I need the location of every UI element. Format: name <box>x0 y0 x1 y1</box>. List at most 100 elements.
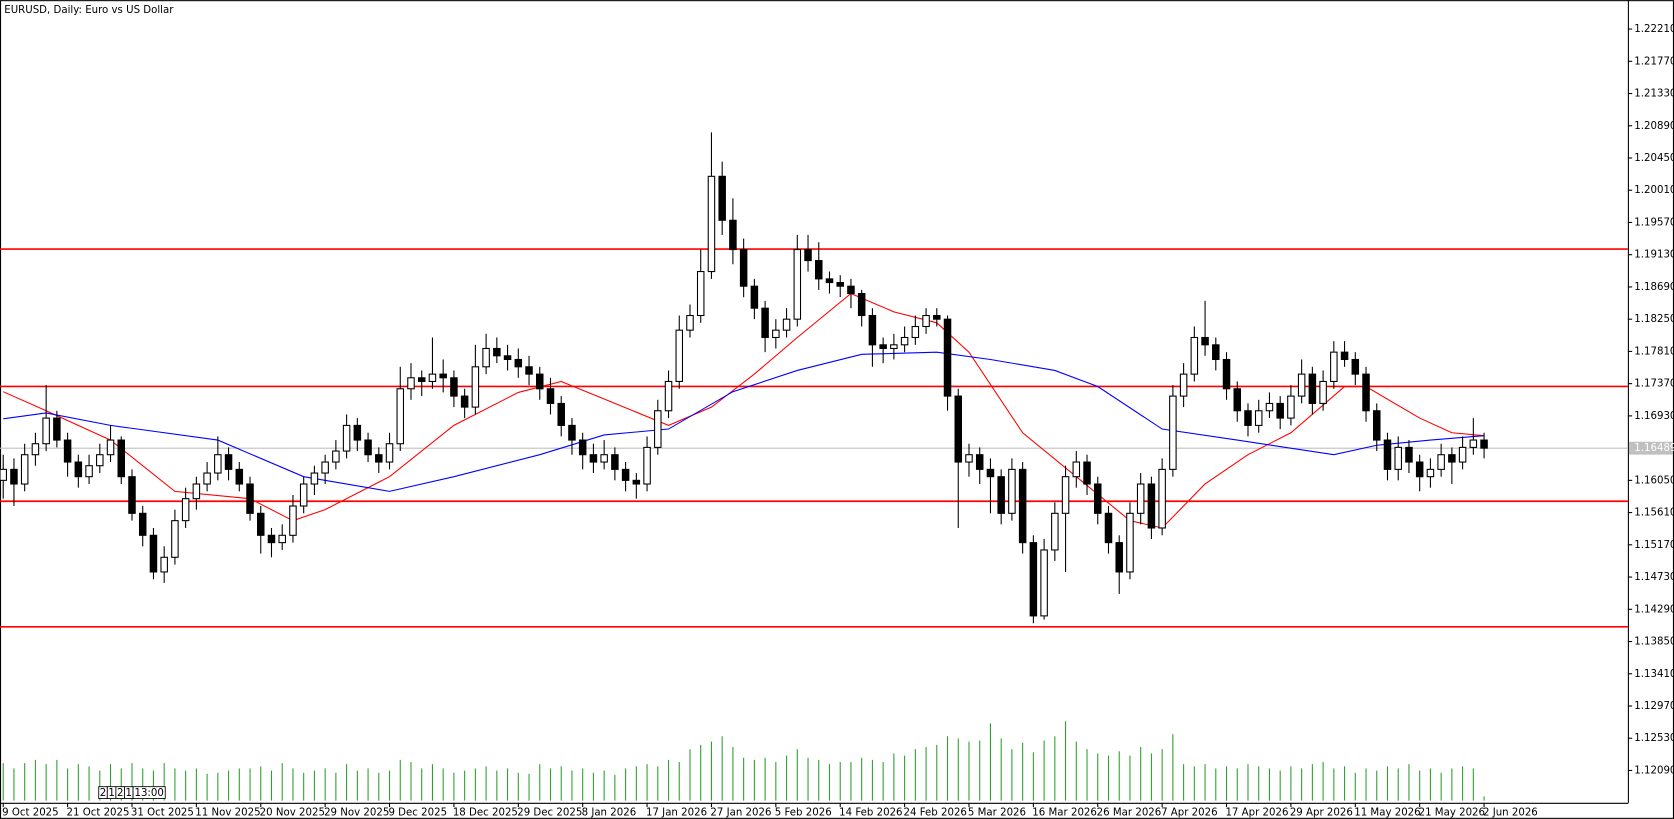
candle-body <box>1147 483 1156 529</box>
candle-body <box>1136 483 1145 514</box>
y-tick-label: 1.21330 <box>1634 89 1674 100</box>
y-tick-label: 1.13850 <box>1634 637 1674 648</box>
candle-body <box>203 472 211 485</box>
x-tick-label: 5 Feb 2026 <box>775 807 832 818</box>
candle-body <box>1222 358 1231 390</box>
x-tick-label: 2 Jun 2026 <box>1483 807 1538 818</box>
y-tick-label: 1.16930 <box>1634 411 1674 422</box>
candle-body <box>1244 410 1252 426</box>
candle-body <box>997 476 1005 514</box>
overlay-label: 13:00 <box>134 788 163 799</box>
y-tick-label: 1.15170 <box>1634 540 1674 551</box>
candle-body <box>578 439 587 456</box>
candle-body <box>1448 454 1456 463</box>
candle-body <box>407 377 415 390</box>
candle-body <box>1061 476 1070 514</box>
candle-body <box>246 483 254 514</box>
x-tick-label: 9 Dec 2025 <box>388 807 447 818</box>
x-tick-label: 29 Nov 2025 <box>324 807 389 818</box>
candle-body <box>1179 373 1188 397</box>
candle-body <box>267 534 276 544</box>
candle-body <box>1458 446 1467 463</box>
overlay-label: 2 <box>100 788 106 799</box>
candle-body <box>696 271 705 317</box>
candle-body <box>1094 483 1102 514</box>
candle-body <box>1351 358 1360 375</box>
candle-body <box>96 454 104 467</box>
x-tick-label: 26 Mar 2026 <box>1097 807 1162 818</box>
candle-body <box>965 454 973 463</box>
candle-body <box>761 307 769 339</box>
y-tick-label: 1.13410 <box>1634 669 1674 680</box>
candle-body <box>353 424 362 441</box>
y-tick-label: 1.19130 <box>1634 250 1674 261</box>
overlay-box <box>132 786 166 799</box>
candle-body <box>1233 388 1242 412</box>
candle-body <box>621 468 630 481</box>
x-tick-label: 29 Dec 2025 <box>517 807 582 818</box>
candle-body <box>1008 468 1016 514</box>
candle-body <box>600 454 608 463</box>
y-tick-label: 1.14290 <box>1634 604 1674 615</box>
candle-body <box>181 498 190 522</box>
candle-body <box>364 439 372 456</box>
candle-body <box>1083 461 1091 485</box>
current-price-label: 1.16489 <box>1634 443 1674 454</box>
candle-body <box>793 249 802 320</box>
candle-body <box>879 344 887 350</box>
candle-body <box>868 314 877 346</box>
candle-body <box>557 402 565 426</box>
candle-body <box>1373 410 1381 441</box>
candle-body <box>1415 461 1424 478</box>
candle-body <box>149 534 158 573</box>
x-tick-label: 17 Apr 2026 <box>1225 807 1288 818</box>
y-tick-label: 1.20010 <box>1634 185 1674 196</box>
candle-body <box>589 454 598 463</box>
candle-body <box>975 454 984 470</box>
candle-body <box>0 468 7 481</box>
candle-body <box>643 446 651 485</box>
candle-body <box>686 314 694 331</box>
candle-body <box>729 219 737 251</box>
candle-body <box>160 556 168 573</box>
candle-body <box>1158 468 1166 529</box>
x-tick-label: 17 Jan 2026 <box>646 807 707 818</box>
candle-body <box>375 454 383 463</box>
candle-body <box>847 285 855 295</box>
candle-body <box>986 468 995 478</box>
candle-body <box>471 366 480 408</box>
y-tick-label: 1.19570 <box>1634 217 1674 228</box>
candle-body <box>772 329 780 339</box>
candle-body <box>42 417 50 445</box>
candle-body <box>1330 351 1338 382</box>
candle-body <box>933 314 941 320</box>
candle-body <box>20 454 29 485</box>
y-tick-label: 1.12530 <box>1634 733 1674 744</box>
x-tick-label: 20 Nov 2025 <box>260 807 325 818</box>
candle-body <box>836 282 844 287</box>
x-tick-label: 8 Jan 2026 <box>582 807 637 818</box>
y-tick-label: 1.12090 <box>1634 765 1674 776</box>
candle-body <box>1480 439 1488 449</box>
current-price-box <box>1628 441 1673 455</box>
y-tick-label: 1.21770 <box>1634 56 1674 67</box>
candle-body <box>1254 410 1263 426</box>
candle-body <box>493 347 501 357</box>
candle-body <box>1340 351 1349 361</box>
candle-body <box>63 439 72 463</box>
candle-body <box>536 373 544 390</box>
candle-body <box>85 465 93 478</box>
candle-body <box>804 249 812 262</box>
candle-body <box>117 439 126 478</box>
average-line <box>3 351 1485 492</box>
candle-body <box>138 512 147 536</box>
candle-body <box>922 314 930 328</box>
candle-body <box>106 439 115 456</box>
candle-body <box>1362 373 1370 412</box>
candle-body <box>750 285 759 309</box>
candle-body <box>460 395 469 408</box>
candle-body <box>815 260 823 280</box>
x-tick-label: 11 May 2026 <box>1354 807 1420 818</box>
